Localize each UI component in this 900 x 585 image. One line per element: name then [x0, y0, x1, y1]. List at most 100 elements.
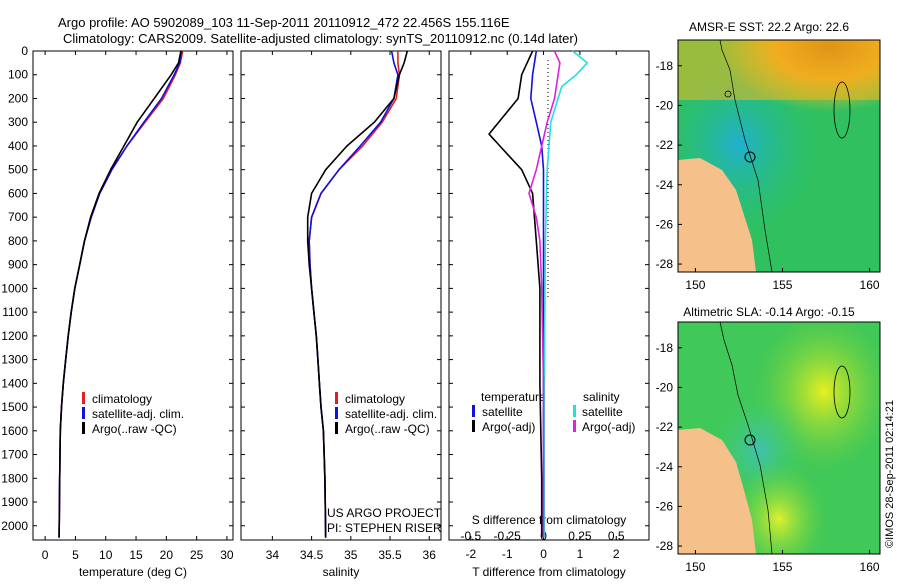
x-tick-label: 20: [160, 548, 174, 562]
x-tick-label: 34: [266, 548, 280, 562]
x-tick-label: 0: [42, 548, 49, 562]
sst-warm-band: [678, 40, 880, 100]
contour-200m: [719, 322, 773, 554]
depth-tick-label: 1100: [2, 305, 28, 319]
x-tick-label: 15: [129, 548, 143, 562]
legend-swatch-t-satellite: [472, 405, 475, 417]
x-tick-label: 1: [577, 547, 584, 561]
lon-tick-label: 150: [685, 560, 705, 574]
sla-map-image: [678, 322, 880, 554]
legend-title-salinity: salinity: [583, 390, 620, 404]
salinity-xlabel: salinity: [323, 565, 360, 579]
series-line-difference-1: [488, 50, 543, 538]
credit-project: US ARGO PROJECT: [327, 506, 442, 520]
header-line2: Climatology: CARS2009. Satellite-adjuste…: [63, 31, 578, 46]
legend-swatch-climatology: [335, 392, 338, 404]
x-tick-label: 30: [220, 548, 234, 562]
lat-tick-label: -26: [656, 499, 674, 513]
depth-tick-label: 500: [8, 163, 28, 177]
series-line-salinity-1: [308, 50, 399, 538]
legend-label-t-argo: Argo(-adj): [482, 420, 535, 434]
depth-tick-label: 2000: [1, 519, 28, 533]
lat-tick-label: -26: [656, 217, 674, 231]
legend-label-s-satellite: satellite: [582, 405, 623, 419]
x-tick-label: -2: [465, 547, 476, 561]
legend-swatch-satellite: [82, 407, 85, 419]
sst-map-panel: AMSR-E SST: 22.2 Argo: 22.6: [656, 20, 881, 292]
depth-tick-label: 700: [8, 210, 28, 224]
land-coast: [678, 428, 756, 554]
depth-tick-label: 1600: [1, 424, 28, 438]
difference-xlabel: T difference from climatology: [472, 565, 626, 579]
lon-tick-label: 155: [772, 278, 792, 292]
depth-tick-label: 900: [8, 258, 28, 272]
lat-tick-label: -22: [656, 138, 674, 152]
legend-swatch-argo: [335, 422, 338, 434]
header-line1: Argo profile: AO 5902089_103 11-Sep-2011…: [58, 15, 510, 30]
temperature-xlabel: temperature (deg C): [79, 565, 187, 579]
depth-tick-label: 1200: [1, 329, 28, 343]
series-line-temperature-2: [58, 50, 182, 538]
x-tick-label: 10: [99, 548, 113, 562]
series-line-difference-2: [543, 50, 589, 538]
imos-stamp: ©IMOS 28-Sep-2011 02:14:21: [884, 400, 896, 548]
legend-label-argo: Argo(..raw -QC): [92, 422, 177, 436]
reef-contour: [833, 81, 851, 139]
legend-label-s-argo: Argo(-adj): [582, 420, 635, 434]
legend-swatch-satellite: [335, 407, 338, 419]
legend-swatch-argo: [82, 422, 85, 434]
depth-tick-label: 800: [8, 234, 28, 248]
x-tick-label: -1: [502, 547, 513, 561]
depth-tick-label: 0: [21, 44, 28, 58]
lat-tick-label: -28: [656, 257, 674, 271]
x-tick-label-s: -0.25: [494, 529, 522, 543]
x-tick-label: 5: [72, 548, 79, 562]
legend-label-satellite: satellite-adj. clim.: [92, 407, 184, 421]
depth-tick-label: 400: [8, 139, 28, 153]
depth-tick-label: 100: [8, 68, 28, 82]
legend-label-climatology: climatology: [92, 392, 152, 406]
land-coast: [678, 158, 756, 272]
x-tick-label-s: 0.5: [608, 529, 625, 543]
depth-tick-label: 1000: [1, 281, 28, 295]
x-tick-label: 25: [190, 548, 204, 562]
depth-tick-label: 1400: [1, 376, 28, 390]
difference-axes-frame: [448, 50, 650, 541]
x-tick-label: 35: [344, 548, 358, 562]
lon-tick-label: 160: [860, 560, 880, 574]
salinity-axes-frame: [240, 50, 442, 541]
temperature-panel: temperature (deg C) climatology satellit…: [1, 44, 234, 579]
x-tick-label: 2: [613, 547, 620, 561]
series-line-difference-3: [528, 50, 561, 538]
lat-tick-label: -24: [656, 460, 674, 474]
island-contour: [724, 90, 732, 98]
depth-tick-label: 1800: [1, 471, 28, 485]
lat-tick-label: -22: [656, 420, 674, 434]
lat-tick-label: -20: [656, 380, 674, 394]
legend-swatch-t-argo: [472, 420, 475, 432]
depth-tick-label: 300: [8, 115, 28, 129]
series-line-temperature-1: [58, 50, 183, 538]
lat-tick-label: -18: [656, 341, 674, 355]
sst-map-frame: [677, 39, 881, 273]
legend-swatch-s-satellite: [573, 405, 576, 417]
argo-position-marker: [744, 434, 756, 446]
lon-tick-label: 155: [772, 560, 792, 574]
x-tick-label: 0: [540, 547, 547, 561]
lon-tick-label: 150: [685, 278, 705, 292]
depth-tick-label: 200: [8, 91, 28, 105]
depth-tick-label: 1900: [1, 495, 28, 509]
temperature-legend: climatology satellite-adj. clim. Argo(..…: [82, 392, 184, 436]
argo-position-marker: [744, 151, 756, 163]
lat-tick-label: -24: [656, 178, 674, 192]
x-tick-label-s: 0.25: [568, 529, 592, 543]
x-tick-label-s: -0.5: [460, 529, 481, 543]
contour-200m: [719, 40, 773, 272]
depth-tick-label: 600: [8, 186, 28, 200]
sla-map-frame: [677, 321, 881, 555]
salinity-legend: climatology satellite-adj. clim. Argo(..…: [335, 392, 437, 436]
series-line-salinity-2: [306, 50, 409, 538]
salinity-panel: salinity climatology satellite-adj. clim…: [240, 50, 442, 579]
legend-label-argo: Argo(..raw -QC): [345, 422, 430, 436]
